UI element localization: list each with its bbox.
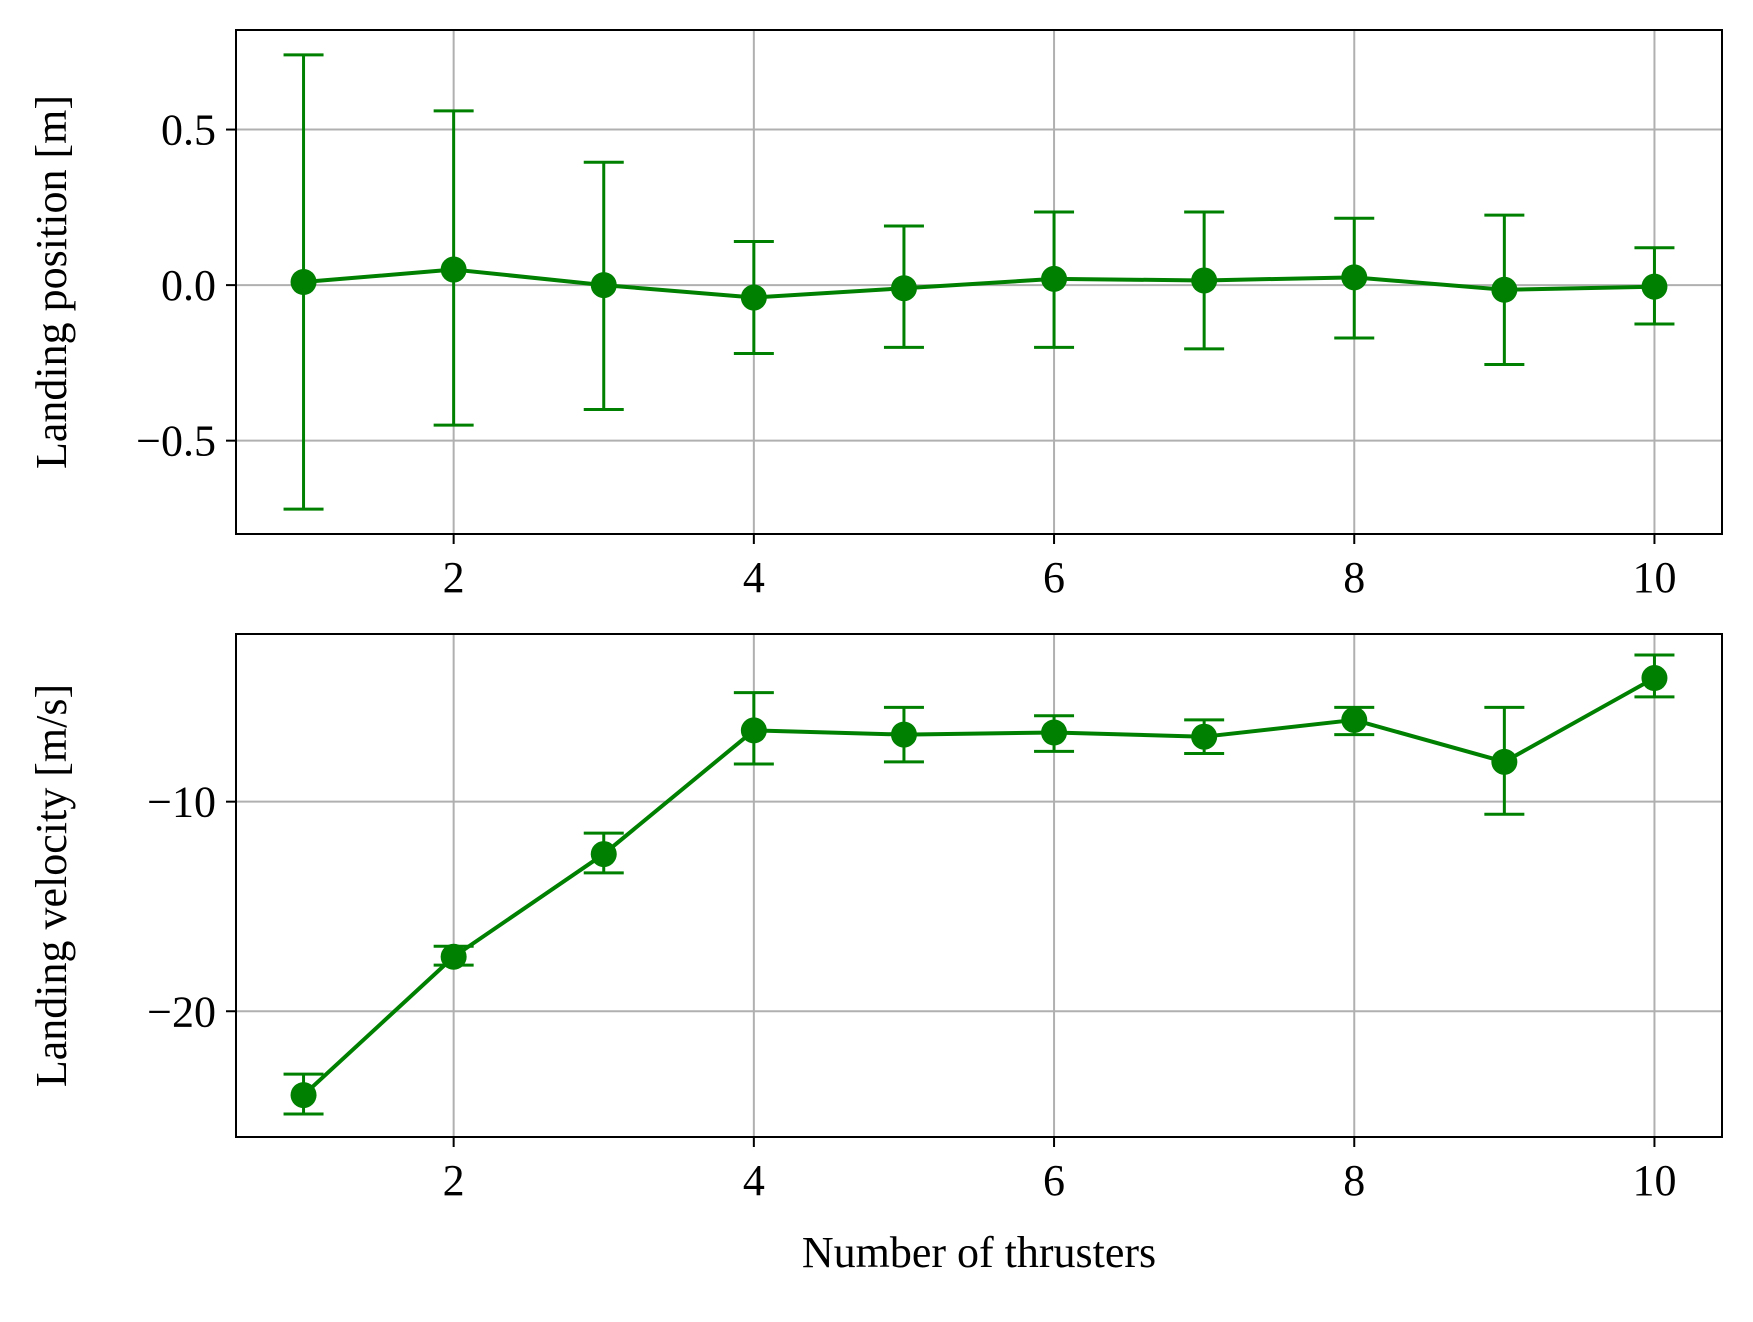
velocity-x-tick-label: 8 xyxy=(1343,1156,1365,1205)
position-x-tick-label: 2 xyxy=(443,553,465,602)
position-y-tick-label: 0.5 xyxy=(161,106,216,155)
velocity-axes-frame xyxy=(235,633,1723,1138)
position-series xyxy=(283,53,1675,511)
velocity-y-tick-label: −20 xyxy=(147,987,216,1036)
velocity-data-point xyxy=(1341,706,1368,733)
position-x-tick-label: 10 xyxy=(1632,553,1676,602)
position-y-axis-label: Landing position [m] xyxy=(27,95,76,469)
velocity-data-point xyxy=(1491,748,1518,775)
position-data-point xyxy=(440,256,467,283)
velocity-data-point xyxy=(290,1082,317,1109)
velocity-ticks: 2 4 6 8 10 −10 −20 xyxy=(147,778,1676,1205)
position-panel: 2 4 6 8 10 0.5 0.0 −0.5 Landing position [m] xyxy=(27,29,1723,602)
x-axis-label: Number of thrusters xyxy=(802,1228,1156,1277)
position-x-tick-label: 6 xyxy=(1043,553,1065,602)
velocity-y-axis-label: Landing velocity [m/s] xyxy=(27,684,76,1087)
velocity-data-point xyxy=(440,943,467,970)
position-y-tick-label: −0.5 xyxy=(136,417,216,466)
velocity-data-point xyxy=(1641,665,1668,692)
velocity-y-tick-label: −10 xyxy=(147,778,216,827)
position-data-point xyxy=(1491,276,1518,303)
position-data-point xyxy=(890,275,917,302)
position-data-point xyxy=(1641,273,1668,300)
position-data-point xyxy=(1341,264,1368,291)
position-y-tick-label: 0.0 xyxy=(161,261,216,310)
velocity-panel: 2 4 6 8 10 −10 −20 Landing velocity [m/s] Numb… xyxy=(27,633,1723,1277)
velocity-data-point xyxy=(890,721,917,748)
velocity-data-point xyxy=(740,717,767,744)
position-x-tick-label: 8 xyxy=(1343,553,1365,602)
velocity-x-tick-label: 4 xyxy=(743,1156,765,1205)
velocity-data-point xyxy=(1041,719,1068,746)
velocity-series xyxy=(283,653,1675,1116)
position-axes-frame xyxy=(235,29,1723,535)
velocity-series-line xyxy=(302,676,1656,1097)
position-x-tick-label: 4 xyxy=(743,553,765,602)
position-ticks: 2 4 6 8 10 0.5 0.0 −0.5 xyxy=(136,106,1676,602)
position-data-point xyxy=(1041,265,1068,292)
velocity-data-point xyxy=(590,841,617,868)
position-data-point xyxy=(1191,267,1218,294)
position-data-point xyxy=(740,284,767,311)
velocity-data-point xyxy=(1191,723,1218,750)
velocity-x-tick-label: 6 xyxy=(1043,1156,1065,1205)
velocity-x-tick-label: 2 xyxy=(443,1156,465,1205)
position-data-point xyxy=(290,269,317,295)
velocity-x-tick-label: 10 xyxy=(1632,1156,1676,1205)
position-series-line xyxy=(303,267,1655,300)
position-data-point xyxy=(590,272,617,299)
